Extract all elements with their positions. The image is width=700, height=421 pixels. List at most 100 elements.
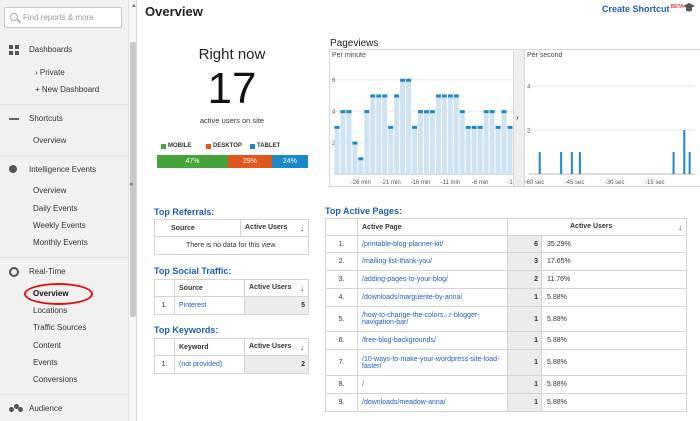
chart-expand-toggle[interactable]: ›: [514, 49, 524, 187]
legend-desktop: DESKTOP: [206, 143, 242, 149]
sidebar-section-real-time[interactable]: Real-Time: [0, 264, 128, 280]
chart-bar[interactable]: [672, 152, 675, 174]
active-page-link[interactable]: /downloads/meadow-anna/: [357, 393, 508, 412]
row-index: 6.: [325, 331, 358, 350]
chart-bar[interactable]: [495, 126, 501, 174]
column-header-active-users[interactable]: Active Users ↓: [244, 338, 309, 356]
source-link[interactable]: Pinterest: [174, 296, 245, 315]
clock-icon: [9, 267, 19, 277]
chart-bar[interactable]: [424, 111, 429, 174]
chart-bar[interactable]: [370, 95, 376, 174]
chart-bar[interactable]: [406, 79, 412, 174]
chart-bar[interactable]: [388, 126, 394, 174]
search-box[interactable]: [4, 7, 122, 28]
chart-bar[interactable]: [483, 111, 489, 174]
sort-down-icon[interactable]: ↓: [300, 342, 304, 352]
chart-bar[interactable]: [578, 152, 581, 174]
sidebar-item-intelligence-overview[interactable]: Overview: [33, 186, 67, 195]
chart-bar-cap: [507, 125, 513, 129]
sidebar-section-shortcuts[interactable]: Shortcuts: [0, 111, 128, 127]
chart-bar[interactable]: [418, 111, 423, 174]
lightbulb-icon: [9, 165, 17, 173]
pageviews-title: Pageviews: [330, 38, 379, 49]
scrollbar-thumb[interactable]: [130, 42, 136, 317]
chart-bar[interactable]: [447, 95, 453, 174]
chart-bar[interactable]: [683, 130, 686, 174]
legend-label: DESKTOP: [213, 143, 242, 149]
active-page-link[interactable]: /: [357, 375, 508, 394]
collapse-sidebar-icon[interactable]: ◂: [129, 181, 133, 188]
sidebar-item-traffic-sources[interactable]: Traffic Sources: [33, 323, 87, 332]
active-page-link[interactable]: /free-blog-backgrounds/: [357, 331, 508, 350]
chart-bar[interactable]: [465, 126, 471, 174]
active-page-link[interactable]: /downloads/marguerite-by-anna/: [357, 288, 508, 307]
chart-bar[interactable]: [560, 152, 563, 174]
active-page-link[interactable]: /how-to-change-the-colors...r-blogger-na…: [357, 306, 508, 332]
chart-bar[interactable]: [346, 111, 352, 174]
keyword-link[interactable]: (not provided): [174, 355, 245, 374]
chart-bar[interactable]: [352, 142, 358, 174]
chart-bar[interactable]: [340, 111, 346, 174]
column-header-keyword[interactable]: Keyword: [174, 338, 245, 356]
active-page-link[interactable]: /adding-pages-to-your-blog/: [357, 270, 508, 289]
graduation-cap-icon[interactable]: [683, 3, 695, 13]
divider: [0, 257, 128, 258]
sidebar-item-content[interactable]: Content: [33, 341, 62, 350]
chart-bar[interactable]: [358, 158, 364, 174]
sidebar-item-private[interactable]: › Private: [35, 68, 65, 77]
chart-bar[interactable]: [538, 152, 541, 174]
column-header-active-users[interactable]: Active Users ↓: [244, 279, 309, 297]
sidebar-item-events[interactable]: Events: [33, 358, 58, 367]
active-page-link[interactable]: /10-ways-to-make-your-wordpress-site-loa…: [357, 349, 508, 376]
scroll-up-icon[interactable]: ▲: [131, 3, 137, 9]
sidebar-section-intelligence-events[interactable]: Intelligence Events: [0, 162, 128, 178]
active-page-link[interactable]: /mailing-list-thank-you/: [357, 252, 508, 271]
sidebar-item-monthly-events[interactable]: Monthly Events: [33, 238, 88, 247]
chart-bar[interactable]: [459, 111, 465, 174]
chart-bar[interactable]: [489, 111, 495, 174]
column-header-source[interactable]: Source: [154, 219, 241, 237]
sidebar-scrollbar[interactable]: ▲: [128, 0, 137, 421]
chart-bar[interactable]: [570, 152, 573, 174]
column-header-label: Active Users: [245, 223, 288, 231]
sidebar-section-dashboards[interactable]: Dashboards: [0, 42, 128, 58]
sidebar-item-new-dashboard[interactable]: + New Dashboard: [35, 85, 100, 94]
sort-down-icon[interactable]: ↓: [300, 223, 304, 233]
chart-bar[interactable]: [429, 111, 435, 174]
chart-bar[interactable]: [477, 126, 483, 174]
chart-bar[interactable]: [412, 126, 418, 174]
legend-swatch-desktop: [206, 143, 211, 149]
chart-bar[interactable]: [435, 95, 441, 174]
chart-bar[interactable]: [376, 95, 382, 174]
dashboards-icon: [9, 45, 19, 55]
column-header-active-page[interactable]: Active Page: [357, 218, 508, 236]
sidebar-item-conversions[interactable]: Conversions: [33, 375, 78, 384]
sidebar-item-shortcuts-overview[interactable]: Overview: [33, 136, 67, 145]
chart-bar[interactable]: [453, 95, 459, 174]
column-header-active-users[interactable]: Active Users ↓: [506, 218, 688, 236]
chart-bar[interactable]: [334, 126, 340, 174]
chart-bar[interactable]: [394, 95, 400, 174]
column-header-active-users[interactable]: Active Users ↓: [240, 219, 309, 237]
chart-bar[interactable]: [364, 111, 370, 174]
chart-bar[interactable]: [382, 95, 388, 174]
column-header-source[interactable]: Source: [174, 279, 245, 297]
sidebar-item-daily-events[interactable]: Daily Events: [33, 204, 78, 213]
search-input[interactable]: [23, 10, 119, 25]
chart-bar[interactable]: [400, 79, 406, 174]
chart-bar[interactable]: [471, 126, 477, 174]
row-index: 2.: [325, 252, 358, 271]
sort-down-icon[interactable]: ↓: [678, 222, 683, 232]
chart-bar[interactable]: [501, 111, 507, 174]
active-users-percent: 35.29%: [540, 235, 688, 253]
sort-down-icon[interactable]: ↓: [300, 283, 304, 293]
chart-bar[interactable]: [507, 126, 513, 174]
sidebar-item-weekly-events[interactable]: Weekly Events: [33, 221, 86, 230]
chart-bar[interactable]: [688, 152, 691, 174]
sidebar-section-audience[interactable]: Audience: [0, 401, 128, 417]
chart-bar[interactable]: [441, 95, 447, 174]
create-shortcut-link[interactable]: Create ShortcutBETA: [602, 4, 684, 14]
active-page-link[interactable]: /printable-blog-planner-kit/: [357, 235, 508, 253]
right-now-title: Right now: [198, 46, 266, 63]
sidebar-item-locations[interactable]: Locations: [33, 306, 68, 315]
